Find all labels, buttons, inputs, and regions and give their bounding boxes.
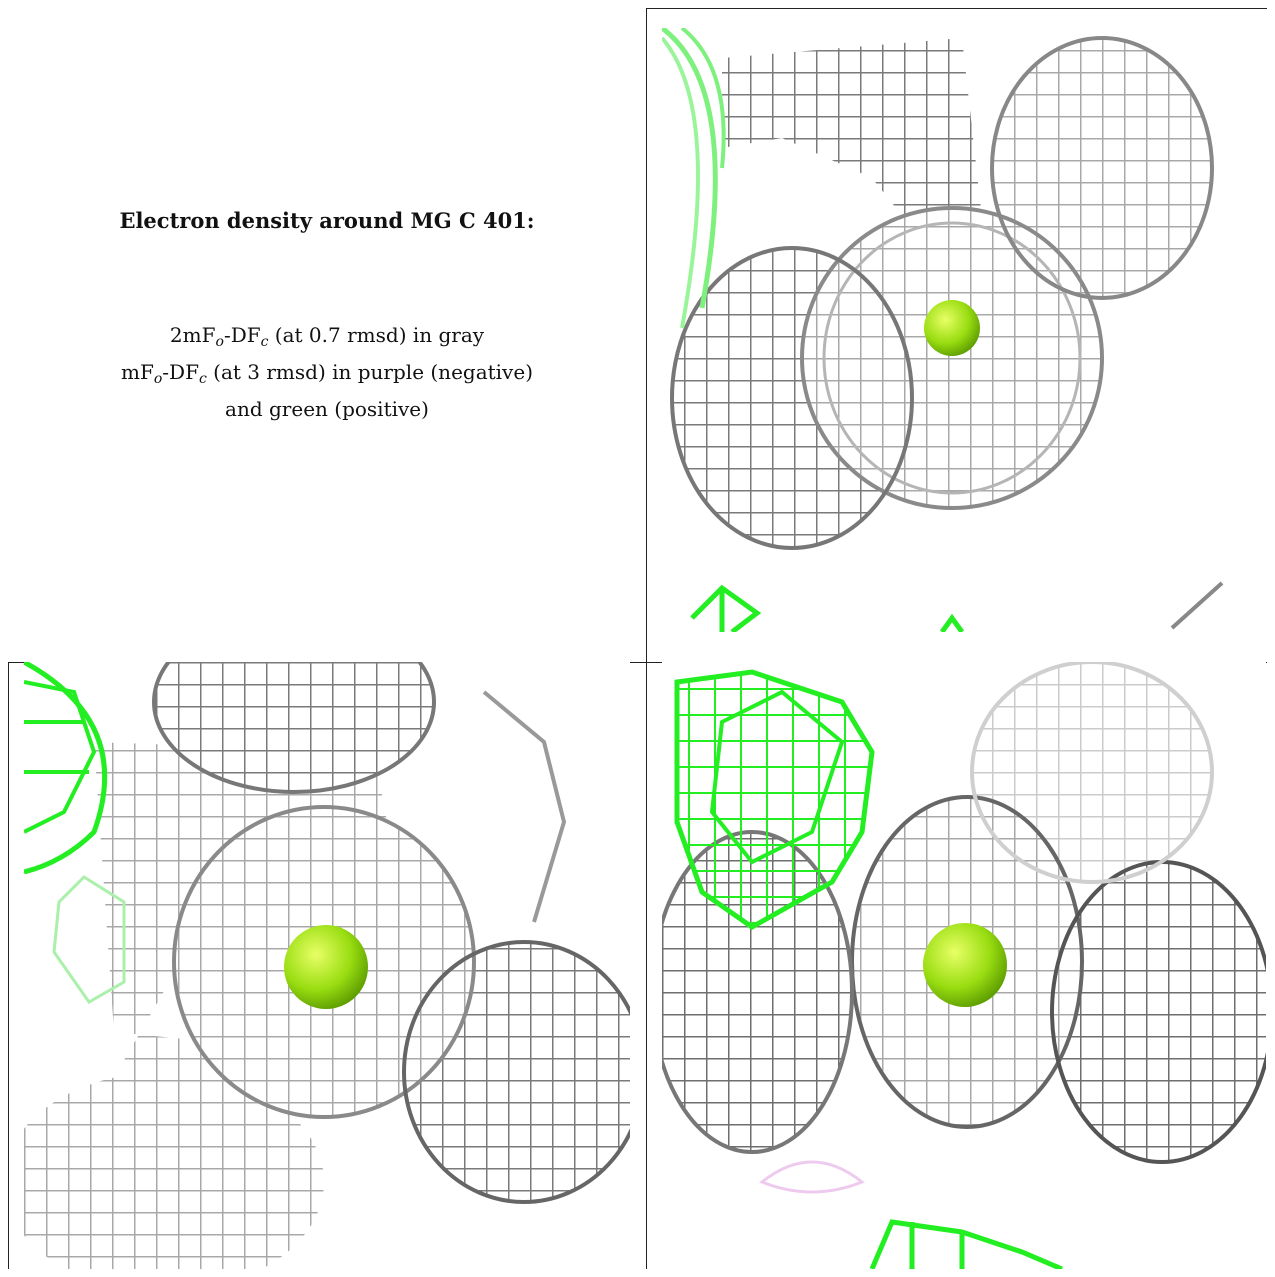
cell-divider-horizontal — [8, 662, 1267, 663]
density-panel-view-3 — [662, 662, 1266, 1269]
density-panel-view-1 — [662, 28, 1266, 632]
map-legend: 2mFo-DFc (at 0.7 rmsd) in gray mFo-DFc (… — [8, 320, 646, 424]
legend-line-fofc: mFo-DFc (at 3 rmsd) in purple (negative) — [121, 360, 533, 387]
legend-line-colors: and green (positive) — [225, 397, 429, 421]
legend-line-2fofc: 2mFo-DFc (at 0.7 rmsd) in gray — [169, 323, 485, 350]
density-mesh-view-2 — [24, 662, 630, 1269]
figure-title: Electron density around MG C 401: — [119, 208, 535, 233]
caption-cell: Electron density around MG C 401: 2mFo-D… — [8, 8, 646, 662]
density-mesh-view-1 — [662, 28, 1266, 632]
density-mesh-view-3 — [662, 662, 1266, 1269]
cell-divider-vertical — [646, 8, 647, 1269]
density-panel-view-2 — [24, 662, 630, 1269]
